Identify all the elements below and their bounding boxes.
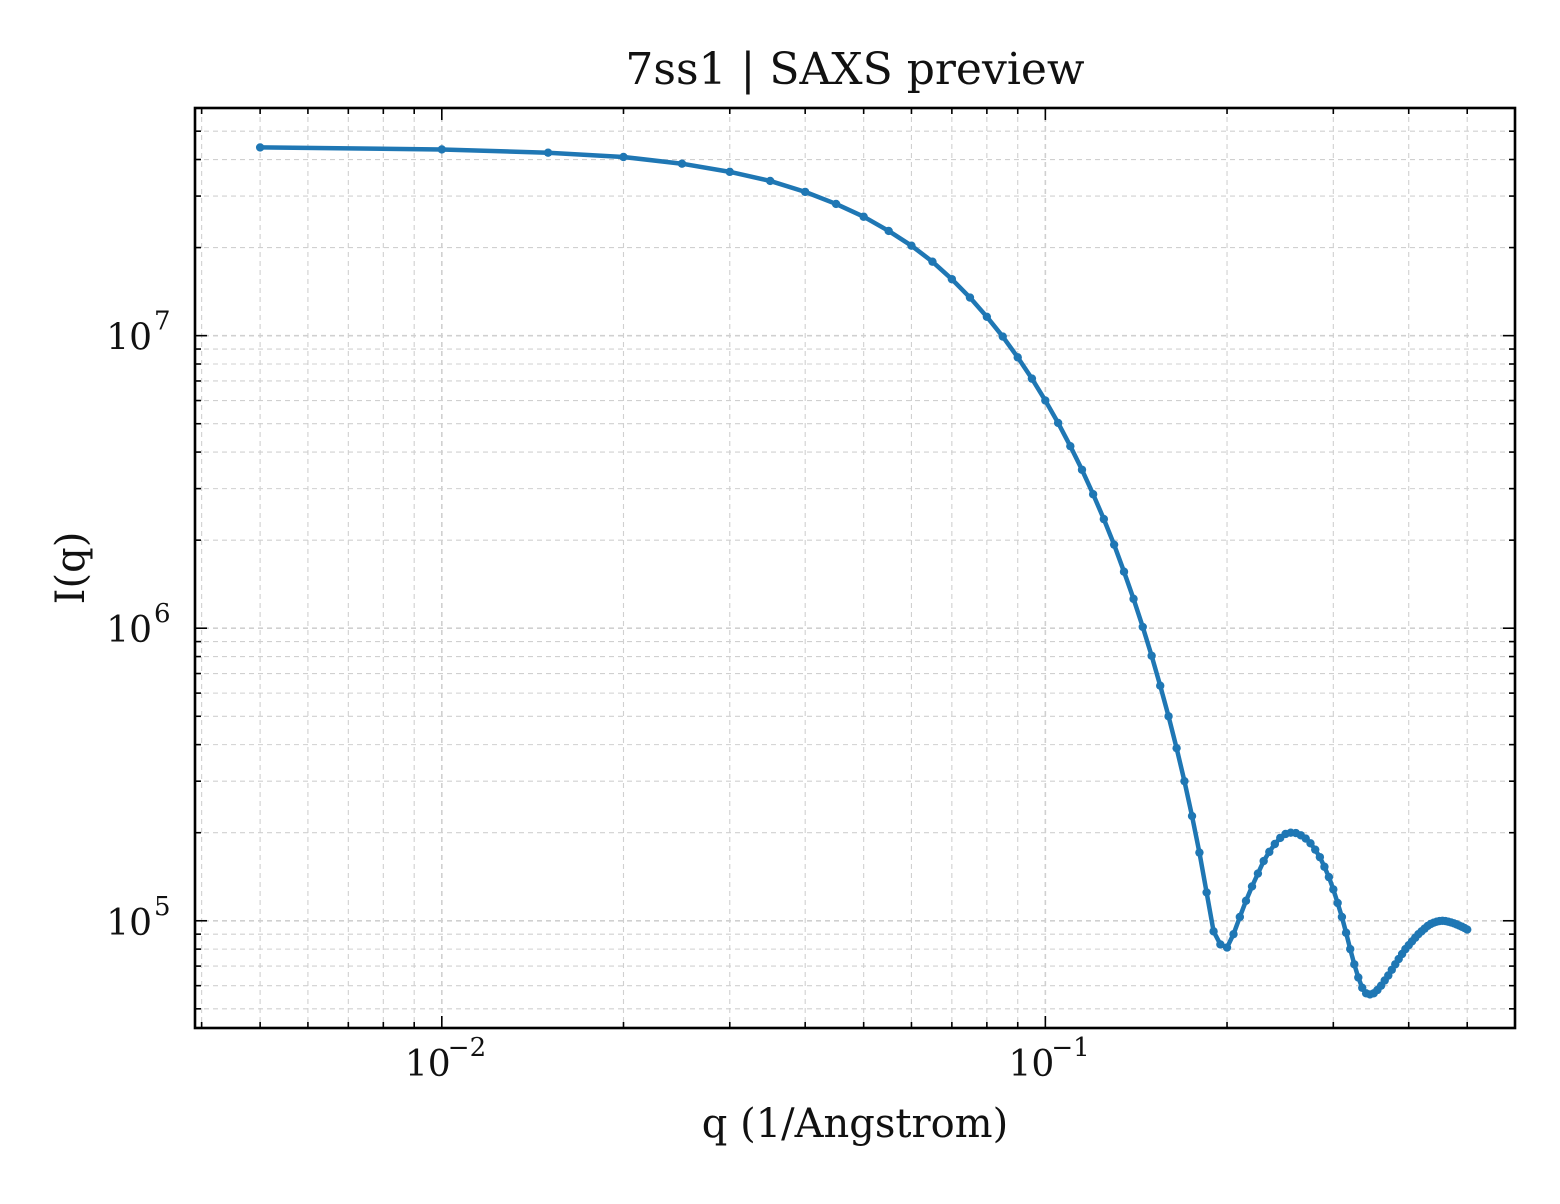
data-point — [998, 332, 1007, 341]
x-tick-exponent: −1 — [1051, 1033, 1089, 1063]
data-point — [1066, 441, 1075, 451]
x-tick-label: 10 — [1008, 1044, 1054, 1085]
plot-area — [255, 143, 1472, 999]
data-point — [1324, 872, 1334, 882]
y-axis-label: I(q) — [48, 532, 94, 605]
data-point — [1315, 852, 1325, 862]
data-point — [1320, 862, 1329, 871]
data-point — [1119, 567, 1129, 576]
data-point — [619, 152, 628, 162]
data-point — [765, 176, 775, 186]
grid — [195, 107, 1515, 1028]
data-point — [884, 226, 893, 236]
x-tick-exponent: −2 — [448, 1033, 486, 1063]
data-point — [1350, 960, 1359, 969]
data-point — [1088, 490, 1098, 499]
data-point — [1209, 927, 1218, 936]
data-point — [1259, 856, 1268, 866]
data-point — [1311, 845, 1320, 854]
data-point — [1164, 712, 1173, 721]
y-tick-label: 10 — [106, 610, 152, 651]
data-point — [1147, 651, 1156, 660]
data-point — [1109, 540, 1119, 549]
y-tick-exponent: 5 — [154, 892, 171, 922]
data-point — [1077, 465, 1087, 474]
data-point — [831, 199, 841, 209]
data-point — [1265, 847, 1274, 857]
data-point — [1053, 418, 1063, 428]
data-point — [1202, 888, 1211, 897]
chart-title: 7ss1 | SAXS preview — [625, 44, 1085, 95]
data-point — [1354, 973, 1363, 982]
data-point — [1235, 912, 1245, 922]
data-point — [1346, 944, 1355, 954]
data-point — [437, 145, 447, 154]
data-point — [1306, 839, 1315, 848]
x-axis-label: q (1/Angstrom) — [702, 1101, 1008, 1147]
data-point — [1129, 594, 1138, 604]
y-tick-exponent: 7 — [154, 307, 171, 337]
data-point — [907, 241, 916, 250]
y-tick-exponent: 6 — [154, 599, 171, 629]
data-point — [1222, 943, 1232, 952]
data-point — [1195, 848, 1204, 857]
data-point — [1247, 882, 1257, 891]
y-tick-label: 10 — [106, 903, 152, 944]
data-point — [947, 274, 957, 284]
data-point — [928, 257, 937, 266]
data-point — [1229, 929, 1238, 939]
data-point — [1187, 811, 1197, 821]
data-point — [982, 312, 992, 321]
data-point — [1172, 743, 1181, 753]
axes-frame — [193, 106, 1517, 1030]
data-point — [1333, 898, 1342, 908]
data-point — [1270, 839, 1280, 849]
data-point — [1099, 514, 1109, 524]
data-point — [255, 143, 265, 152]
data-point — [1013, 353, 1022, 362]
data-point — [725, 167, 734, 177]
x-tick-label: 10 — [405, 1044, 451, 1085]
data-point — [1341, 928, 1351, 937]
data-point — [859, 212, 868, 221]
data-point — [1216, 940, 1225, 949]
y-tick-label: 10 — [106, 318, 152, 359]
data-point — [1180, 776, 1189, 786]
data-point — [1041, 396, 1050, 405]
data-point — [543, 148, 553, 157]
data-point — [1156, 681, 1165, 690]
data-point — [1027, 374, 1037, 383]
data-point — [965, 293, 975, 302]
data-point — [800, 187, 810, 197]
data-point — [677, 159, 687, 168]
data-point — [1337, 912, 1347, 922]
data-point — [1463, 925, 1472, 934]
data-point — [1253, 869, 1263, 878]
data-point — [1241, 896, 1251, 906]
data-point — [1329, 885, 1338, 894]
data-point — [1138, 622, 1147, 632]
